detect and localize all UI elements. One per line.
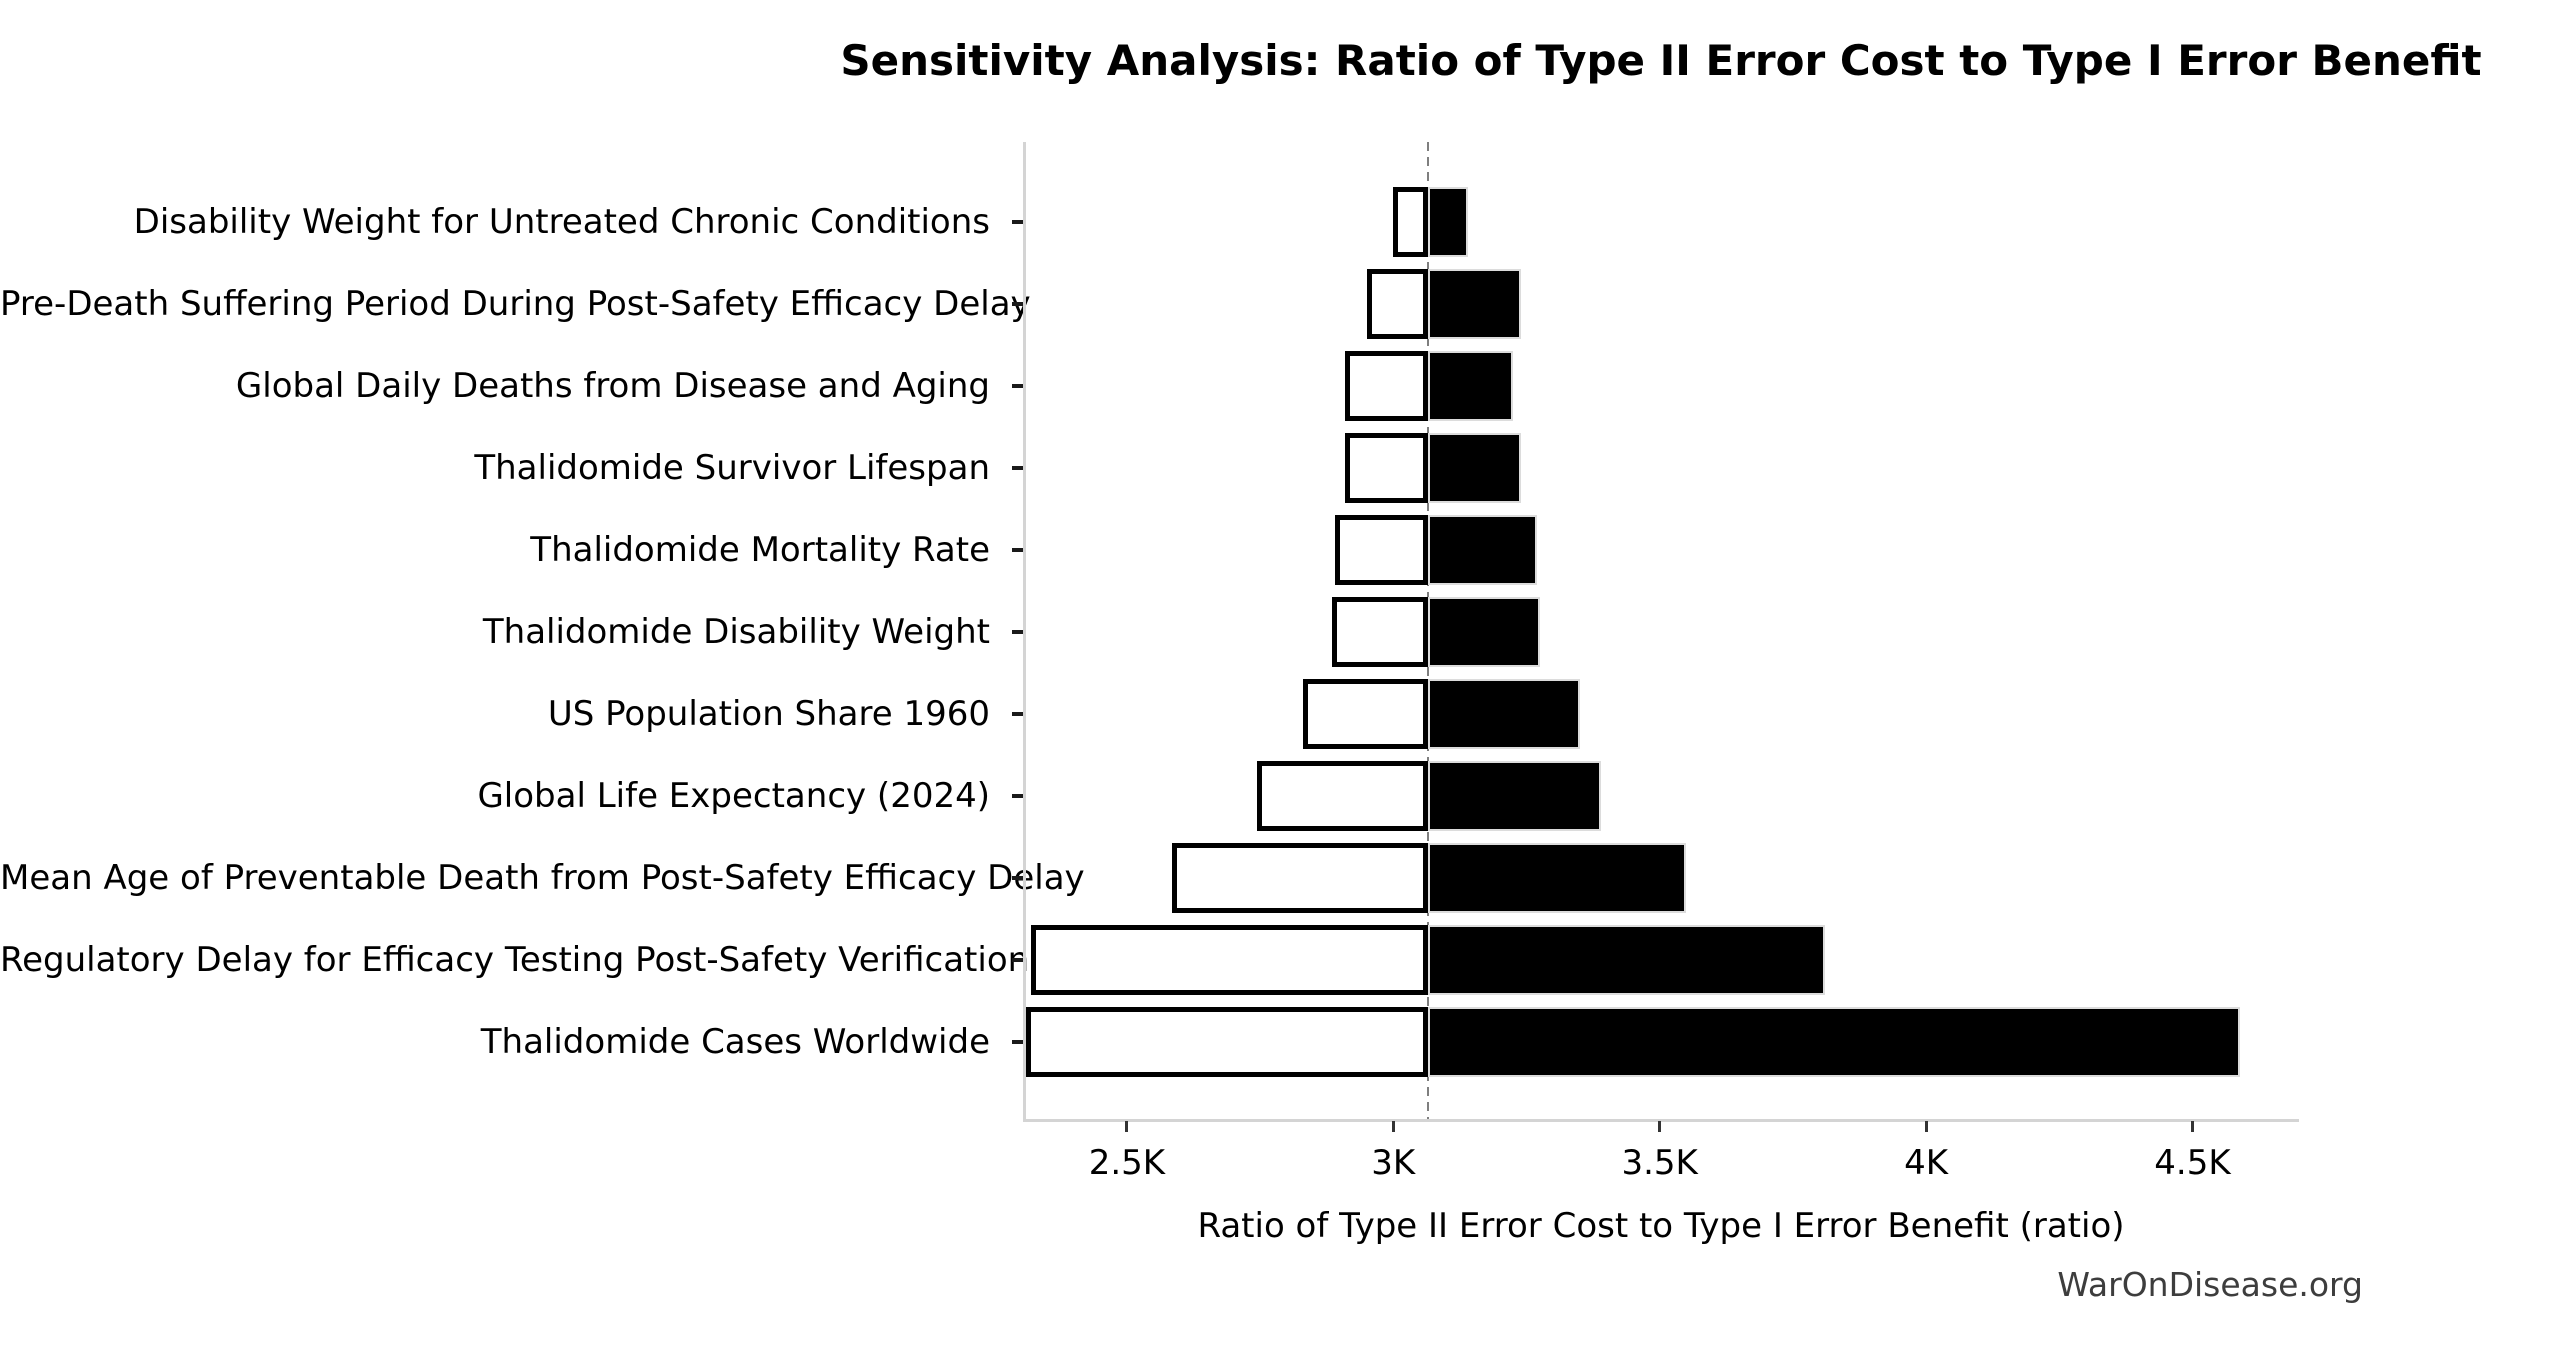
y-tick-mark (1012, 876, 1023, 880)
bar-low-9 (1030, 925, 1428, 995)
x-tick-label: 2.5K (1088, 1143, 1166, 1183)
y-tick-mark (1012, 466, 1023, 470)
y-category-label: Thalidomide Mortality Rate (530, 530, 990, 570)
bar-high-9 (1427, 925, 1825, 995)
y-category-label: US Population Share 1960 (547, 694, 990, 734)
bar-high-3 (1427, 433, 1522, 503)
bar-high-1 (1427, 269, 1522, 339)
bar-high-2 (1427, 351, 1514, 421)
y-category-label: Thalidomide Disability Weight (482, 612, 990, 652)
x-axis-spine (1023, 1119, 2299, 1122)
y-tick-mark (1012, 712, 1023, 716)
bar-high-10 (1427, 1007, 2241, 1077)
y-tick-mark (1012, 794, 1023, 798)
x-tick-label: 4.5K (2154, 1143, 2231, 1183)
bar-high-8 (1427, 843, 1687, 913)
bar-low-4 (1334, 515, 1428, 585)
bar-high-5 (1427, 597, 1540, 667)
y-tick-mark (1012, 548, 1023, 552)
bar-low-0 (1393, 187, 1428, 257)
x-tick-label: 3K (1371, 1143, 1416, 1183)
bar-low-2 (1345, 351, 1428, 421)
y-tick-mark (1012, 958, 1023, 962)
y-category-label: Mean Age of Preventable Death from Post-… (0, 858, 1085, 898)
plot-area (1023, 142, 2299, 1122)
bar-low-7 (1257, 761, 1428, 831)
bar-low-1 (1366, 269, 1428, 339)
bar-low-10 (1025, 1007, 1428, 1077)
y-tick-mark (1012, 1040, 1023, 1044)
x-tick-mark (1924, 1121, 1928, 1132)
watermark-text: WarOnDisease.org (2057, 1265, 2363, 1304)
bar-low-6 (1302, 679, 1428, 749)
y-tick-mark (1012, 384, 1023, 388)
bar-high-0 (1427, 187, 1468, 257)
bar-low-3 (1345, 433, 1428, 503)
x-axis-title: Ratio of Type II Error Cost to Type I Er… (1197, 1206, 2125, 1246)
x-tick-mark (1391, 1121, 1395, 1132)
x-tick-mark (2190, 1121, 2194, 1132)
bar-high-6 (1427, 679, 1580, 749)
bar-high-4 (1427, 515, 1538, 585)
y-tick-mark (1012, 302, 1023, 306)
chart-title: Sensitivity Analysis: Ratio of Type II E… (840, 36, 2482, 85)
x-tick-label: 4K (1904, 1143, 1949, 1183)
y-axis-spine (1023, 142, 1026, 1119)
x-tick-mark (1125, 1121, 1129, 1132)
bar-low-8 (1172, 843, 1428, 913)
y-category-label: Thalidomide Cases Worldwide (480, 1022, 990, 1062)
bar-low-5 (1332, 597, 1428, 667)
y-category-label: Thalidomide Survivor Lifespan (474, 448, 990, 488)
y-category-label: Disability Weight for Untreated Chronic … (133, 202, 990, 242)
bar-high-7 (1427, 761, 1602, 831)
y-category-label: Pre-Death Suffering Period During Post-S… (0, 284, 1031, 324)
x-tick-mark (1658, 1121, 1662, 1132)
y-category-label: Global Daily Deaths from Disease and Agi… (235, 366, 990, 406)
y-category-label: Global Life Expectancy (2024) (477, 776, 990, 816)
y-tick-mark (1012, 220, 1023, 224)
y-category-label: Regulatory Delay for Efficacy Testing Po… (0, 940, 1030, 980)
y-tick-mark (1012, 630, 1023, 634)
x-tick-label: 3.5K (1621, 1143, 1698, 1183)
